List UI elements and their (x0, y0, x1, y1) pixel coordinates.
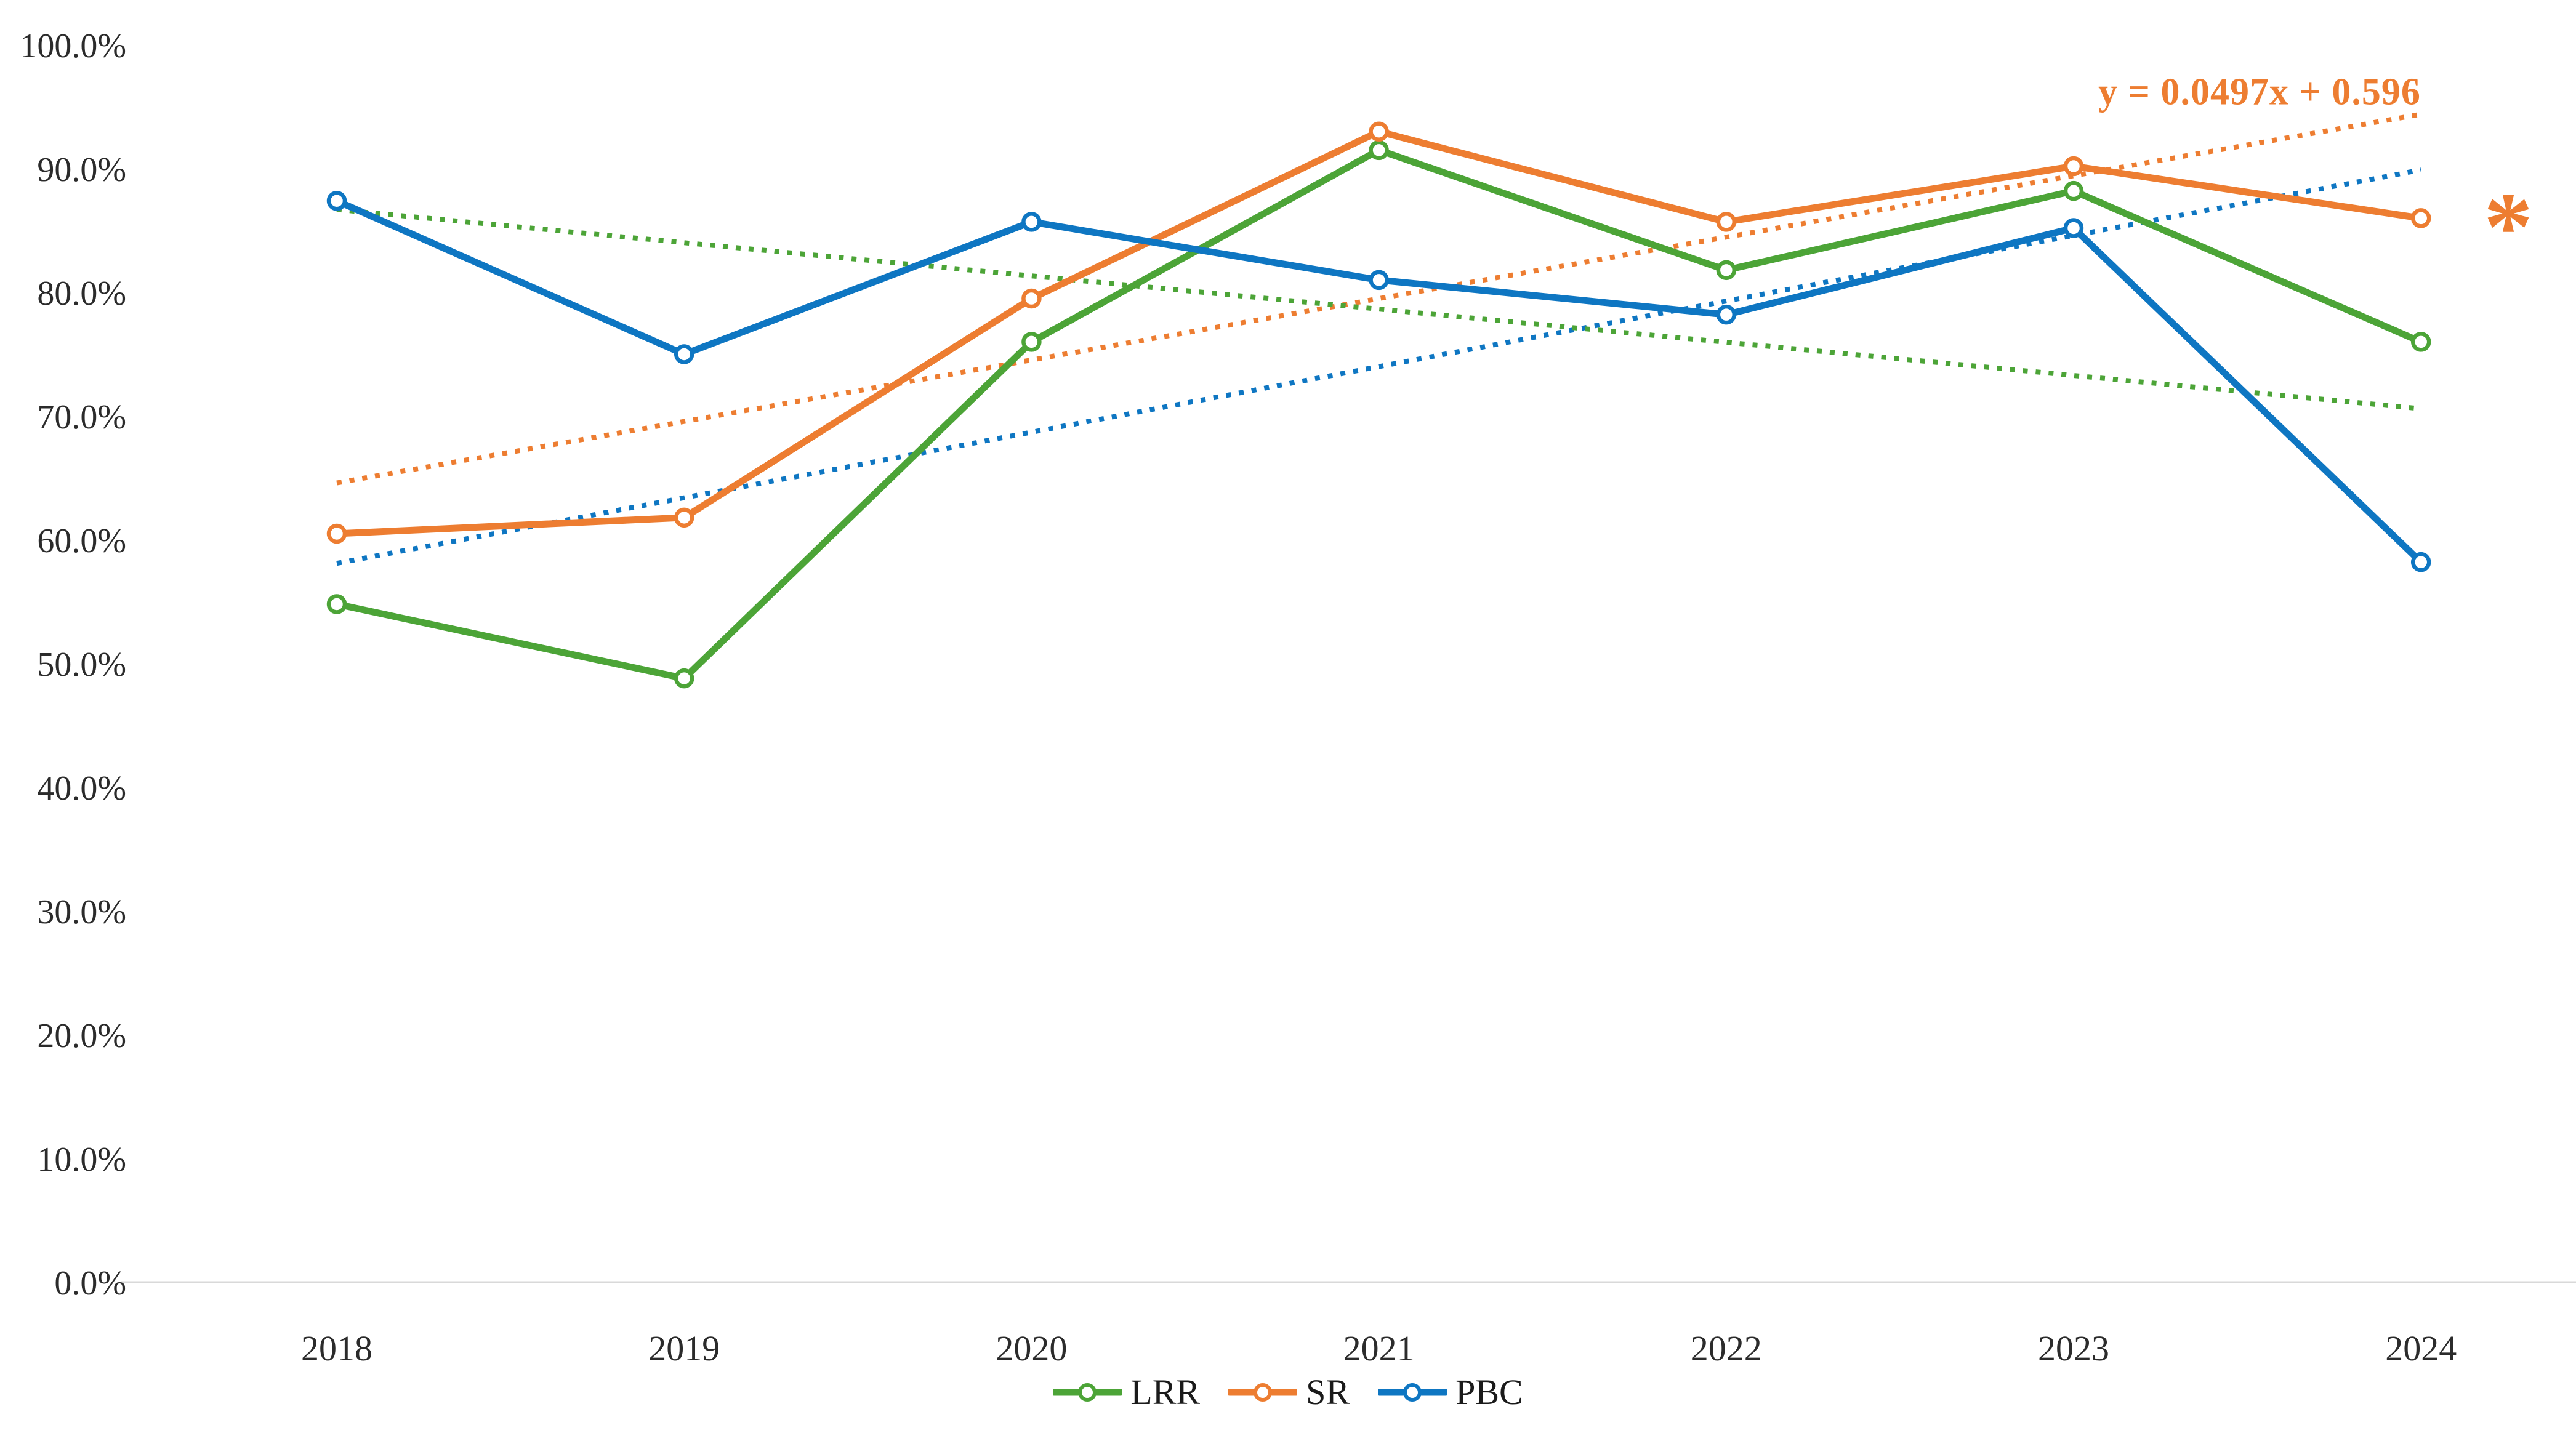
legend-item-lrr: LRR (1053, 1371, 1200, 1413)
data-point-pbc-2022 (1716, 304, 1737, 325)
trendline-equation-label: y = 0.0497x + 0.596 (2098, 71, 2421, 113)
data-point-pbc-2019 (674, 344, 694, 364)
x-axis-tick-label: 2018 (301, 1328, 372, 1368)
y-axis-tick-label: 100.0% (20, 27, 126, 65)
series-line-pbc (333, 197, 2425, 566)
data-point-pbc-2023 (2063, 218, 2084, 238)
x-axis-tick-label: 2023 (2038, 1328, 2109, 1368)
y-axis-tick-label: 20.0% (37, 1017, 126, 1055)
legend-label-sr: SR (1306, 1372, 1350, 1412)
series-line-lrr (333, 147, 2425, 682)
legend-item-pbc: PBC (1378, 1371, 1523, 1413)
x-axis-tick-label: 2019 (648, 1328, 720, 1368)
data-point-lrr-2021 (1369, 140, 1389, 161)
legend-label-pbc: PBC (1455, 1372, 1523, 1412)
data-point-lrr-2022 (1716, 260, 1737, 281)
data-point-sr-2018 (326, 523, 347, 544)
y-axis-tick-label: 0.0% (54, 1264, 126, 1303)
legend-swatch-pbc-icon (1378, 1383, 1447, 1402)
legend-marker-icon (1254, 1383, 1273, 1402)
data-point-lrr-2020 (1021, 332, 1042, 352)
y-axis-tick-label: 10.0% (37, 1141, 126, 1179)
data-point-sr-2021 (1369, 121, 1389, 142)
y-axis-tick-label: 50.0% (37, 646, 126, 684)
data-point-lrr-2023 (2063, 180, 2084, 201)
legend-marker-icon (1403, 1383, 1422, 1402)
data-point-lrr-2019 (674, 668, 694, 689)
data-point-lrr-2024 (2410, 332, 2431, 352)
series-line-sr (333, 128, 2425, 537)
legend-item-sr: SR (1228, 1371, 1350, 1413)
data-point-pbc-2024 (2410, 552, 2431, 572)
data-point-pbc-2020 (1021, 212, 1042, 232)
trendline-sr (336, 111, 2421, 486)
data-point-sr-2019 (674, 507, 694, 528)
y-axis-tick-label: 90.0% (37, 151, 126, 189)
legend-swatch-sr-icon (1228, 1383, 1298, 1402)
data-point-sr-2024 (2410, 208, 2431, 228)
y-axis-tick-label: 30.0% (37, 893, 126, 931)
legend-marker-icon (1078, 1383, 1097, 1402)
data-point-pbc-2021 (1369, 270, 1389, 291)
data-point-sr-2022 (1716, 212, 1737, 232)
y-axis-tick-label: 70.0% (37, 398, 126, 436)
y-axis-tick-label: 40.0% (37, 769, 126, 808)
chart-legend: LRR SR PBC (0, 1371, 2576, 1413)
x-axis-tick-label: 2020 (996, 1328, 1067, 1368)
significance-asterisk: * (2484, 172, 2533, 281)
data-point-sr-2020 (1021, 288, 1042, 309)
y-axis-tick-label: 60.0% (37, 522, 126, 560)
data-point-lrr-2018 (326, 594, 347, 614)
trendline-lrr (336, 167, 2421, 566)
x-axis-tick-label: 2024 (2385, 1328, 2457, 1368)
data-point-sr-2023 (2063, 156, 2084, 177)
x-axis-tick-label: 2022 (1691, 1328, 1762, 1368)
data-point-pbc-2018 (326, 191, 347, 211)
legend-label-lrr: LRR (1130, 1372, 1201, 1412)
legend-swatch-lrr-icon (1053, 1383, 1122, 1402)
trendline-pbc (336, 207, 2421, 411)
y-axis-tick-label: 80.0% (37, 275, 126, 313)
x-axis-tick-label: 2021 (1343, 1328, 1415, 1368)
